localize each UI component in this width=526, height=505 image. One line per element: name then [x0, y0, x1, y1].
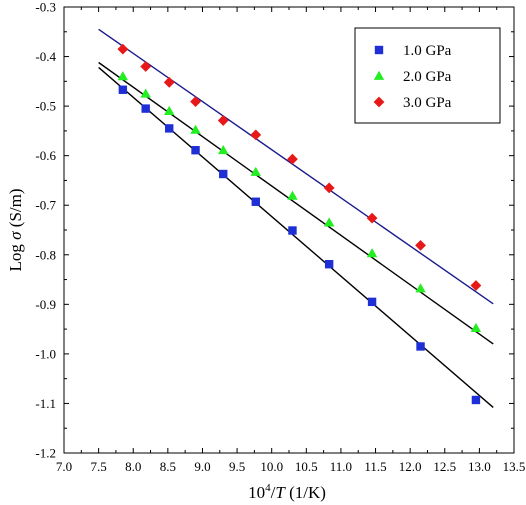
legend-marker [373, 96, 385, 108]
x-tick-label: 12.0 [399, 459, 422, 474]
y-tick-label: -0.6 [35, 148, 56, 163]
legend-label: 3.0 GPa [403, 95, 452, 111]
legend-label: 1.0 GPa [403, 43, 452, 59]
fit-line [98, 61, 494, 345]
data-point [415, 239, 426, 251]
data-point [190, 96, 201, 108]
x-tick-label: 11.0 [330, 459, 352, 474]
data-point [140, 88, 151, 98]
data-point [323, 217, 335, 227]
y-tick-label: -1.2 [35, 446, 56, 461]
data-point [250, 129, 262, 141]
data-point [367, 297, 377, 307]
data-point [287, 190, 298, 200]
data-point [250, 166, 261, 176]
x-tick-label: 9.0 [194, 459, 210, 474]
data-point [164, 105, 175, 115]
data-point [118, 85, 128, 94]
x-tick-label: 7.5 [90, 459, 106, 474]
data-point [471, 395, 481, 405]
data-point [219, 169, 228, 179]
data-point [324, 259, 334, 269]
y-tick-label: -0.3 [35, 0, 56, 15]
x-tick-label: 9.5 [229, 459, 245, 474]
data-points [117, 43, 482, 405]
y-tick-label: -0.4 [35, 49, 56, 64]
x-tick-label: 13.5 [503, 459, 526, 474]
y-axis-label: Log σ (S/m) [6, 188, 25, 271]
data-point [366, 212, 378, 224]
x-tick-label: 11.5 [364, 459, 386, 474]
legend-label: 2.0 GPa [403, 69, 452, 85]
data-point [470, 280, 482, 291]
data-point [415, 283, 426, 293]
fit-lines [98, 28, 494, 408]
data-point [251, 197, 260, 206]
axis-ticks: 7.0 7.5 8.0 8.5 9.0 9.5 10.0 10.5 11.0 11.5 12.0 12… [35, 0, 525, 474]
x-tick-label: 8.0 [125, 459, 141, 474]
data-point [217, 115, 229, 126]
data-point [323, 182, 335, 194]
y-tick-label: -1.1 [35, 396, 56, 411]
data-point [218, 145, 229, 155]
data-point [416, 342, 425, 351]
x-tick-label: 10.0 [260, 459, 283, 474]
legend-marker [373, 70, 385, 80]
y-tick-label: -1.0 [35, 346, 56, 361]
legend: 1.0 GPa 2.0 GPa 3.0 GPa [354, 27, 501, 124]
x-tick-label: 7.0 [56, 459, 72, 474]
y-tick-label: -0.5 [35, 99, 56, 114]
y-tick-label: -0.7 [35, 198, 56, 213]
data-point [117, 43, 129, 55]
data-point [163, 76, 175, 88]
data-point [191, 146, 200, 155]
x-tick-label: 13.0 [468, 459, 491, 474]
data-point [141, 104, 150, 113]
fit-line [98, 28, 494, 305]
data-point [366, 248, 378, 258]
x-tick-label: 10.5 [295, 459, 318, 474]
data-point [165, 124, 174, 133]
fit-line [98, 66, 494, 408]
legend-marker [374, 45, 384, 55]
data-point [287, 153, 298, 165]
y-tick-label: -0.8 [35, 247, 56, 262]
x-tick-label: 12.5 [433, 459, 456, 474]
data-point [117, 71, 129, 81]
data-point [288, 226, 297, 235]
data-point [190, 124, 201, 134]
x-tick-label: 8.5 [160, 459, 176, 474]
data-point [470, 322, 482, 333]
x-axis-label: 104/T (1/K) [248, 482, 326, 502]
y-tick-label: -0.9 [35, 297, 56, 312]
data-point [140, 61, 152, 72]
